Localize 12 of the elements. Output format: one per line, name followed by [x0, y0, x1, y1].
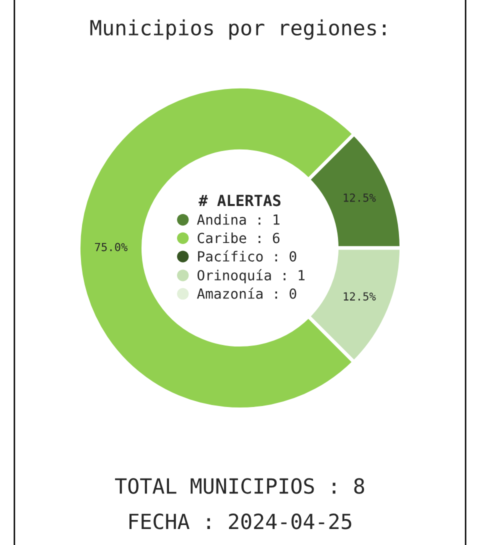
- data-label: 12.5%: [344, 193, 376, 202]
- data-label: 75.0%: [95, 242, 128, 252]
- legend-title: # ALERTAS: [198, 194, 280, 206]
- chart-title: Municipios por regiones:: [90, 19, 386, 40]
- legend-label: Amazonía : 0: [197, 288, 296, 299]
- legend-label: Andina : 1: [197, 214, 280, 225]
- text: FECHA : 2024-04-25: [129, 514, 352, 530]
- data-label: 12.5%: [344, 292, 376, 301]
- legend-label: Caribe : 6: [198, 232, 280, 244]
- legend-label: Pacífico : 0: [198, 250, 296, 262]
- legend-label: Orinoquía : 1: [198, 269, 305, 284]
- text: TOTAL MUNICIPIOS : 8: [115, 478, 364, 494]
